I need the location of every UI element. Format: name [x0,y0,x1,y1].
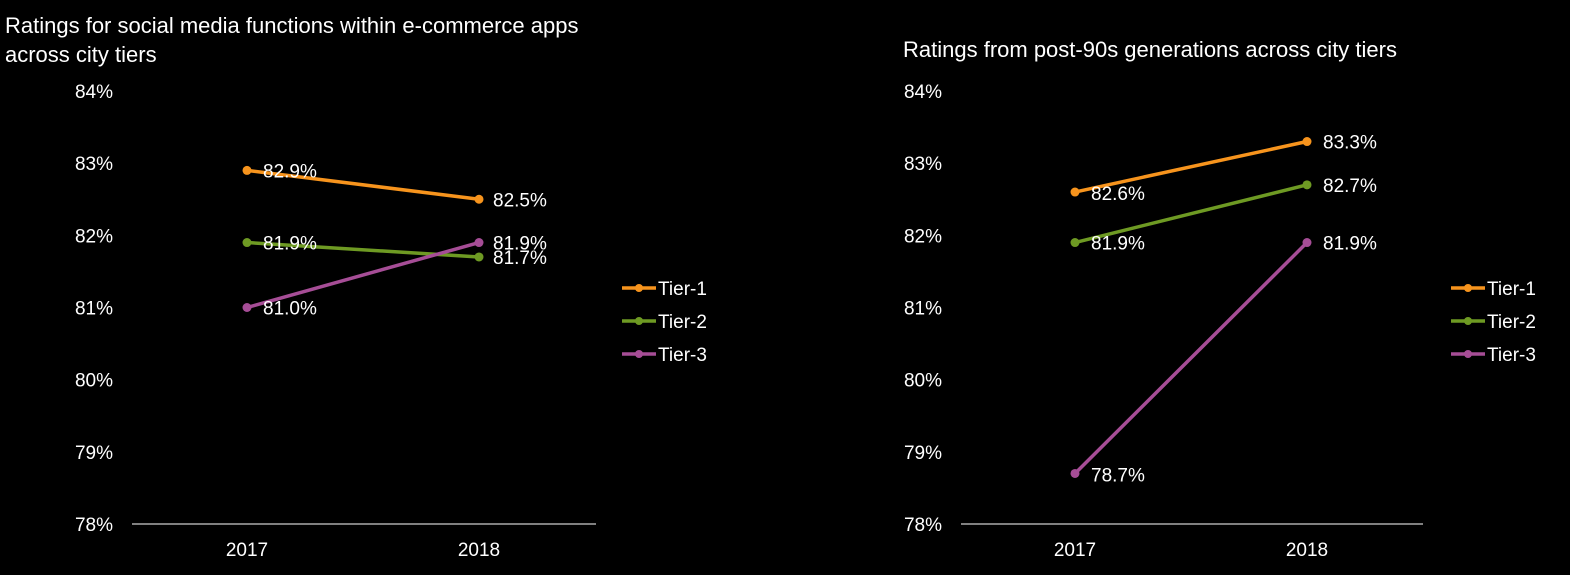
data-point-tier-2 [474,252,484,262]
data-label-tier-1: 82.5% [493,190,547,211]
data-label-tier-2: 82.7% [1323,176,1377,197]
y-tick-label: 81% [75,299,113,320]
legend-label-tier-2: Tier-2 [658,312,707,333]
series-line-tier-1 [1073,139,1309,194]
x-tick-label: 2018 [1286,540,1328,561]
y-tick-label: 84% [75,82,113,103]
chart-right: Ratings from post-90s generations across… [903,37,1536,561]
data-label-tier-1: 82.9% [263,161,317,182]
data-point-tier-3 [474,238,484,248]
legend-marker-tier-3 [635,350,643,358]
legend-label-tier-1: Tier-1 [658,279,707,300]
data-label-tier-3: 81.9% [1323,234,1377,255]
y-tick-label: 82% [75,226,113,247]
legend-label-tier-2: Tier-2 [1487,312,1536,333]
data-label-tier-3: 78.7% [1091,465,1145,486]
data-point-tier-3 [1302,238,1312,248]
legend-marker-tier-2 [1464,317,1472,325]
data-point-tier-1 [242,165,252,175]
legend-marker-tier-2 [635,317,643,325]
data-label-tier-1: 82.6% [1091,184,1145,205]
chart-left: Ratings for social media functions withi… [5,13,707,561]
chart-title-line-1: Ratings from post-90s generations across… [903,37,1397,62]
legend-label-tier-3: Tier-3 [1487,345,1536,366]
y-tick-label: 80% [904,371,942,392]
y-tick-label: 78% [904,515,942,536]
data-point-tier-1 [1302,137,1312,147]
legend-marker-tier-1 [1464,284,1472,292]
series-line-tier-2 [1073,183,1309,245]
data-label-tier-3: 81.0% [263,299,317,320]
y-tick-label: 83% [904,154,942,175]
data-label-tier-2: 81.7% [493,248,547,269]
data-label-tier-1: 83.3% [1323,133,1377,154]
series-line-tier-3 [1073,240,1309,476]
x-tick-label: 2018 [458,540,500,561]
data-point-tier-2 [1302,180,1312,190]
data-point-tier-3 [242,303,252,312]
data-point-tier-2 [1070,238,1080,248]
data-label-tier-2: 81.9% [263,234,317,255]
data-point-tier-3 [1070,468,1080,478]
data-point-tier-1 [474,194,484,204]
series-line-tier-1 [245,168,481,201]
y-tick-label: 80% [75,371,113,392]
x-tick-label: 2017 [1054,540,1096,561]
x-tick-label: 2017 [226,540,268,561]
legend-label-tier-3: Tier-3 [658,345,707,366]
legend-marker-tier-3 [1464,350,1472,358]
legend-label-tier-1: Tier-1 [1487,279,1536,300]
y-tick-label: 81% [904,299,942,320]
y-tick-label: 83% [75,154,113,175]
series-line-tier-3 [245,240,481,310]
data-label-tier-2: 81.9% [1091,234,1145,255]
data-point-tier-1 [1070,187,1080,197]
data-point-tier-2 [242,238,252,248]
y-tick-label: 79% [75,443,113,464]
y-tick-label: 79% [904,443,942,464]
chart-title-line-2: across city tiers [5,42,157,67]
y-tick-label: 82% [904,226,942,247]
y-tick-label: 84% [904,82,942,103]
data-label-tier-3: 81.9% [493,234,547,255]
chart-title-line-1: Ratings for social media functions withi… [5,13,578,38]
legend-marker-tier-1 [635,284,643,292]
y-tick-label: 78% [75,515,113,536]
